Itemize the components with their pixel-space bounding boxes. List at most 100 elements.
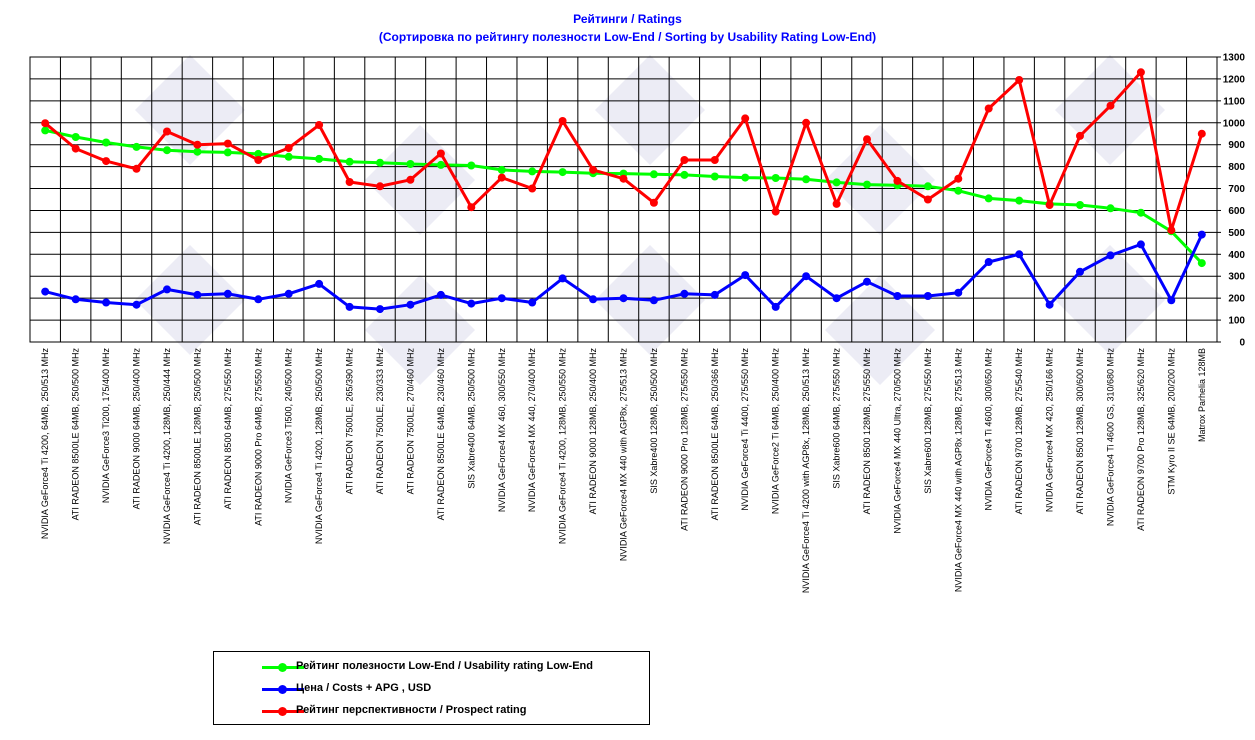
x-tick-label: NVIDIA GeForce4 Ti 4200, 64MB, 250/513 M… [40,348,50,540]
data-point-cost [1167,296,1176,305]
data-point-usability [528,167,537,176]
data-point-cost [984,258,993,266]
data-point-cost [254,295,263,304]
legend-marker-cost [278,685,287,694]
data-point-prospect [802,118,811,127]
watermark-shape [135,245,245,355]
data-point-cost [923,292,932,300]
data-point-cost [71,295,80,304]
data-point-usability [984,194,993,203]
data-point-prospect [558,117,567,125]
data-point-prospect [1076,131,1084,140]
y-tick-label: 200 [1228,294,1245,305]
x-tick-label: NVIDIA GeForce3 Ti500, 240/500 MHz [284,348,294,504]
x-tick-label: ATI RADEON 7500LE, 265/390 MHz [345,348,355,495]
x-tick-label: ATI RADEON 9700 Pro 128MB, 325/620 MHz [1136,348,1146,531]
data-point-prospect [497,173,506,182]
data-point-cost [1076,267,1084,276]
data-point-cost [223,289,232,298]
data-point-usability [1015,196,1024,205]
data-point-cost [1106,251,1115,260]
data-point-usability [497,165,506,174]
y-tick-label: 0 [1239,338,1245,349]
y-tick-label: 100 [1228,316,1245,327]
data-point-cost [315,279,324,288]
data-point-usability [436,160,445,169]
x-tick-label: NVIDIA GeForce4 Ti 4200, 128MB, 250/500 … [314,348,324,545]
x-tick-label: NVIDIA GeForce3 Ti200, 175/400 MHz [101,348,111,504]
watermark-shape [365,275,475,385]
legend-marker-prospect [278,707,287,716]
y-tick-label: 1200 [1223,74,1246,85]
x-tick-label: ATI RADEON 9700 128MB, 275/540 MHz [1014,348,1024,515]
data-point-prospect [1136,68,1145,77]
data-point-prospect [649,198,658,207]
data-point-usability [132,142,141,151]
x-tick-label: STM Kyro II SE 64MB, 200/200 MHz [1166,348,1176,495]
y-tick-label: 300 [1228,272,1245,283]
data-point-prospect [163,127,171,136]
x-tick-label: SIS Xabre400 64MB, 250/500 MHz [466,348,476,489]
x-tick-label: SIS Xabre600 64MB, 275/550 MHz [832,348,842,489]
data-point-prospect [254,156,263,164]
y-tick-label: 1100 [1223,96,1245,107]
data-point-cost [680,289,689,298]
data-point-cost [436,290,445,299]
data-point-prospect [102,157,111,166]
x-tick-label: ATI RADEON 8500LE 64MB, 230/460 MHz [436,348,446,521]
data-point-prospect [132,164,141,173]
data-point-cost [1197,230,1206,239]
data-point-usability [832,178,841,187]
data-point-prospect [710,156,719,164]
legend-marker-usability [278,663,287,672]
data-point-cost [589,295,598,304]
data-point-prospect [223,139,232,148]
data-point-usability [802,175,811,184]
data-point-cost [528,298,537,307]
data-point-cost [193,290,202,299]
data-point-prospect [893,176,902,185]
data-point-prospect [863,135,871,144]
data-point-prospect [528,184,537,193]
x-tick-label: ATI RADEON 8500LE 64MB, 250/366 MHz [710,348,720,521]
x-tick-label: NVIDIA GeForce4 Ti 4200 with AGP8x, 128M… [801,348,811,594]
data-point-usability [680,170,689,179]
data-point-usability [41,126,50,135]
legend-label-usability: Рейтинг полезности Low-End / Usability r… [296,660,593,672]
data-point-prospect [832,199,841,208]
data-point-cost [619,294,628,303]
data-point-usability [741,173,750,182]
data-point-cost [132,300,141,309]
x-tick-label: NVIDIA GeForce4 Ti 4400, 275/550 MHz [740,348,750,511]
data-point-usability [710,172,719,181]
data-point-prospect [315,121,324,129]
x-tick-label: ATI RADEON 8500 64MB, 275/550 MHz [223,348,233,510]
data-point-usability [954,186,963,195]
y-tick-label: 900 [1228,140,1245,151]
data-point-usability [649,170,658,179]
data-point-cost [1136,240,1145,249]
data-point-usability [1076,201,1084,209]
data-point-prospect [619,174,628,183]
watermark-shape [595,55,705,165]
watermark-shape [825,275,935,385]
data-point-prospect [376,182,384,191]
chart-subtitle: (Сортировка по рейтингу полезности Low-E… [378,30,877,44]
data-point-cost [284,289,293,298]
data-point-prospect [923,195,932,204]
data-point-cost [954,288,963,297]
y-tick-label: 1300 [1223,53,1246,64]
data-point-prospect [771,207,780,216]
chart-series [41,68,1206,314]
x-tick-label: NVIDIA GeForce4 MX 460, 300/550 MHz [497,348,507,513]
data-point-cost [41,287,50,296]
data-point-usability [102,138,111,147]
data-point-cost [1045,300,1054,309]
data-point-usability [223,148,232,157]
y-tick-label: 1000 [1223,118,1246,129]
data-point-cost [1015,250,1024,259]
x-tick-label: ATI RADEON 9000 Pro 64MB, 275/550 MHz [253,348,263,526]
data-point-cost [710,290,719,299]
data-point-prospect [680,156,689,164]
data-point-cost [163,285,171,294]
